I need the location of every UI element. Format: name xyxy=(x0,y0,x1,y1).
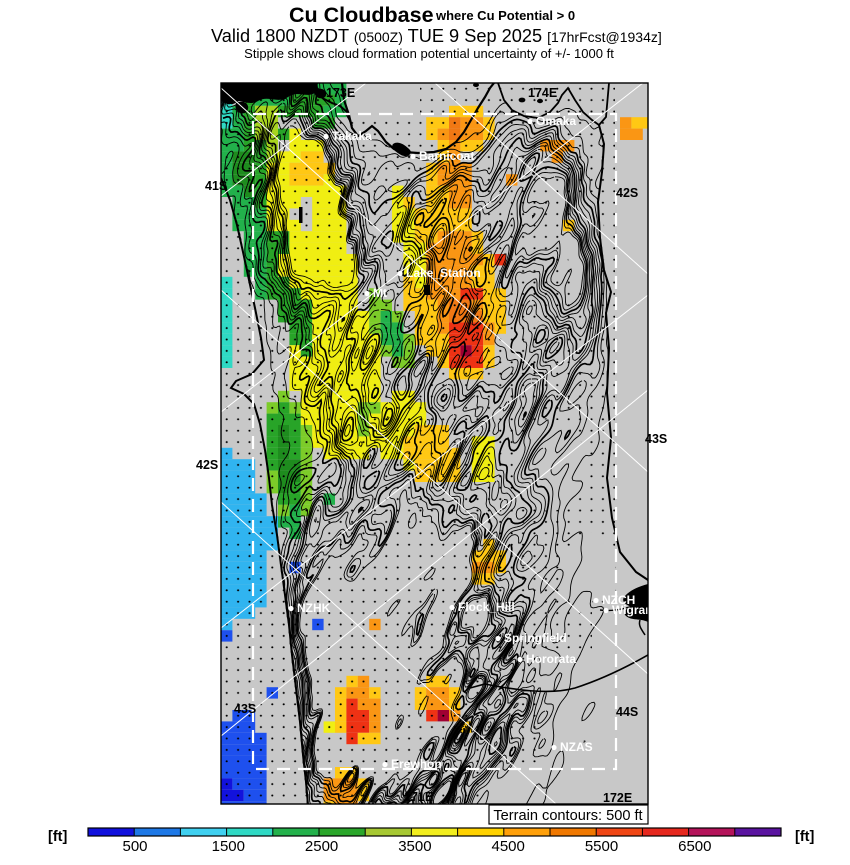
svg-text:Omaka: Omaka xyxy=(536,114,576,128)
svg-text:6500: 6500 xyxy=(678,838,711,855)
svg-text:43S: 43S xyxy=(645,432,667,446)
svg-text:174E: 174E xyxy=(528,86,557,100)
svg-text:43S: 43S xyxy=(234,702,256,716)
svg-text:Erewhon: Erewhon xyxy=(391,757,442,771)
svg-text:4500: 4500 xyxy=(492,838,525,855)
svg-text:1500: 1500 xyxy=(212,838,245,855)
svg-text:Cu Cloudbase: Cu Cloudbase xyxy=(289,3,434,27)
svg-text:5500: 5500 xyxy=(585,838,618,855)
svg-text:42S: 42S xyxy=(196,458,218,472)
svg-text:Terrain contours: 500 ft: Terrain contours: 500 ft xyxy=(493,808,642,824)
svg-text:Stipple shows cloud formation: Stipple shows cloud formation potential … xyxy=(244,46,614,61)
svg-text:500: 500 xyxy=(122,838,147,855)
svg-text:172E: 172E xyxy=(603,791,632,805)
svg-text:Springfield: Springfield xyxy=(504,631,567,645)
svg-text:3500: 3500 xyxy=(398,838,431,855)
svg-text:Takaka: Takaka xyxy=(332,129,372,143)
svg-text:Barnicoat: Barnicoat xyxy=(419,149,474,163)
svg-text:[ft]: [ft] xyxy=(48,829,67,845)
svg-text:Mt: Mt xyxy=(373,286,387,300)
svg-text:NZAS: NZAS xyxy=(560,740,593,754)
svg-text:Wigram: Wigram xyxy=(612,603,656,617)
svg-text:173E: 173E xyxy=(326,86,355,100)
svg-text:where Cu Potential > 0: where Cu Potential > 0 xyxy=(435,8,575,23)
svg-text:NZCH: NZCH xyxy=(602,593,635,607)
svg-text:41S: 41S xyxy=(205,179,227,193)
svg-text:Valid 1800 NZDT (0500Z) TUE 9: Valid 1800 NZDT (0500Z) TUE 9 Sep 2025 [… xyxy=(211,26,662,46)
svg-text:NZHK: NZHK xyxy=(297,601,331,615)
svg-text:Hororata: Hororata xyxy=(526,652,576,666)
svg-text:Flock_Hill: Flock_Hill xyxy=(458,600,515,614)
svg-text:42S: 42S xyxy=(616,186,638,200)
svg-text:44S: 44S xyxy=(616,705,638,719)
svg-text:[ft]: [ft] xyxy=(795,829,814,845)
svg-text:Lake_Station: Lake_Station xyxy=(406,266,481,280)
svg-text:171E: 171E xyxy=(404,790,433,804)
svg-text:2500: 2500 xyxy=(305,838,338,855)
